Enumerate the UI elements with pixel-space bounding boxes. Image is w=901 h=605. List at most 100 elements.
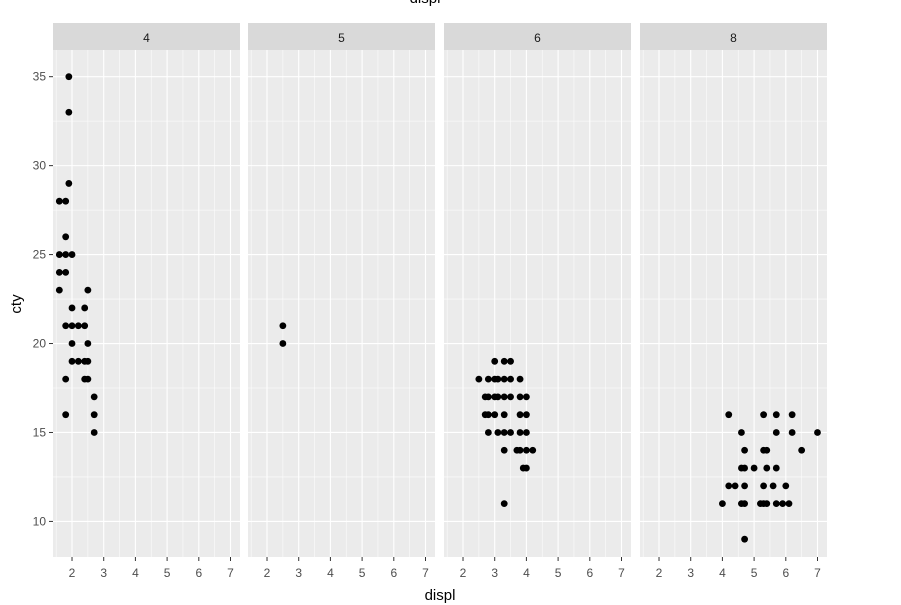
x-tick-label: 3 <box>687 566 694 580</box>
facet-panel-4: 4 2 3 4 5 6 7 <box>53 23 240 580</box>
data-point <box>741 500 748 508</box>
data-point <box>68 340 76 347</box>
data-point <box>475 375 483 383</box>
data-point <box>494 393 502 401</box>
data-point <box>65 108 73 116</box>
y-tick-label: 20 <box>33 337 47 351</box>
x-tick-label: 5 <box>164 566 171 580</box>
data-point <box>529 446 537 454</box>
x-tick-label: 3 <box>491 566 498 580</box>
data-point <box>74 357 82 365</box>
data-point <box>772 429 780 436</box>
data-point <box>90 393 98 401</box>
data-point <box>788 411 796 419</box>
data-point <box>62 322 70 330</box>
x-tick-label: 6 <box>390 566 397 580</box>
data-point <box>763 500 771 508</box>
x-tick-label: 5 <box>751 566 758 580</box>
data-point <box>68 304 76 312</box>
data-point <box>484 429 492 436</box>
data-point <box>798 446 806 454</box>
x-tick-label: 2 <box>264 566 271 580</box>
x-tick-label: 7 <box>814 566 821 580</box>
y-tick-label: 15 <box>33 425 47 439</box>
data-point <box>782 482 790 490</box>
data-point <box>62 375 70 383</box>
data-point <box>500 375 508 383</box>
data-point <box>62 268 70 276</box>
data-point <box>785 500 793 508</box>
data-point <box>523 393 530 401</box>
x-tick-label: 2 <box>69 566 76 580</box>
facet-strip-label: 4 <box>143 31 150 45</box>
data-point <box>491 411 499 419</box>
data-point <box>500 357 508 365</box>
y-tick-label: 10 <box>33 514 47 528</box>
data-point <box>90 411 98 419</box>
panel-background <box>53 50 240 557</box>
data-point <box>772 411 780 419</box>
data-point <box>741 535 748 543</box>
x-tick-label: 4 <box>719 566 726 580</box>
panel-background <box>248 50 435 557</box>
x-tick-label: 7 <box>618 566 625 580</box>
data-point <box>90 429 98 436</box>
data-point <box>500 393 508 401</box>
facet-strip <box>640 23 827 50</box>
data-point <box>738 429 745 436</box>
data-point <box>68 251 76 258</box>
data-point <box>772 500 780 508</box>
facet-strip-label: 6 <box>534 31 541 45</box>
x-tick-label: 4 <box>523 566 530 580</box>
facet-strip-label: 8 <box>730 31 737 45</box>
x-tick-label: 7 <box>227 566 234 580</box>
data-point <box>68 322 76 330</box>
data-point <box>523 411 530 419</box>
data-point <box>763 464 771 472</box>
data-point <box>507 393 514 401</box>
x-tick-label: 5 <box>555 566 562 580</box>
data-point <box>516 446 524 454</box>
x-tick-label: 6 <box>782 566 789 580</box>
y-axis: 10 15 20 25 30 35 <box>33 70 53 528</box>
y-axis-title: cty <box>8 294 25 314</box>
data-point <box>725 411 733 419</box>
data-point <box>55 251 63 258</box>
data-point <box>725 482 733 490</box>
x-tick-label: 4 <box>132 566 139 580</box>
data-point <box>55 286 63 294</box>
data-point <box>516 429 524 436</box>
facet-strip <box>53 23 240 50</box>
x-tick-label: 2 <box>460 566 467 580</box>
data-point <box>68 357 76 365</box>
facet-strip-label: 5 <box>338 31 345 45</box>
data-point <box>81 322 89 330</box>
data-point <box>62 197 70 205</box>
data-point <box>62 411 70 419</box>
panel-background <box>444 50 631 557</box>
data-point <box>507 375 514 383</box>
data-point <box>516 375 524 383</box>
data-point <box>741 464 748 472</box>
x-tick-label: 4 <box>327 566 334 580</box>
y-tick-label: 35 <box>33 70 47 84</box>
x-tick-label: 5 <box>359 566 366 580</box>
x-tick-label: 2 <box>656 566 663 580</box>
data-point <box>741 482 748 490</box>
data-point <box>84 375 92 383</box>
facet-panel-8: 8 2 3 4 5 6 7 <box>640 23 827 580</box>
data-point <box>763 446 771 454</box>
data-point <box>507 357 514 365</box>
data-point <box>516 411 524 419</box>
data-point <box>84 357 92 365</box>
data-point <box>507 429 514 436</box>
data-point <box>741 446 748 454</box>
data-point <box>279 340 287 347</box>
facet-panel-6: 6 2 3 4 5 6 7 <box>444 23 631 580</box>
panel-background <box>640 50 827 557</box>
data-point <box>523 464 530 472</box>
data-point <box>750 464 758 472</box>
data-point <box>500 429 508 436</box>
facet-strip <box>248 23 435 50</box>
